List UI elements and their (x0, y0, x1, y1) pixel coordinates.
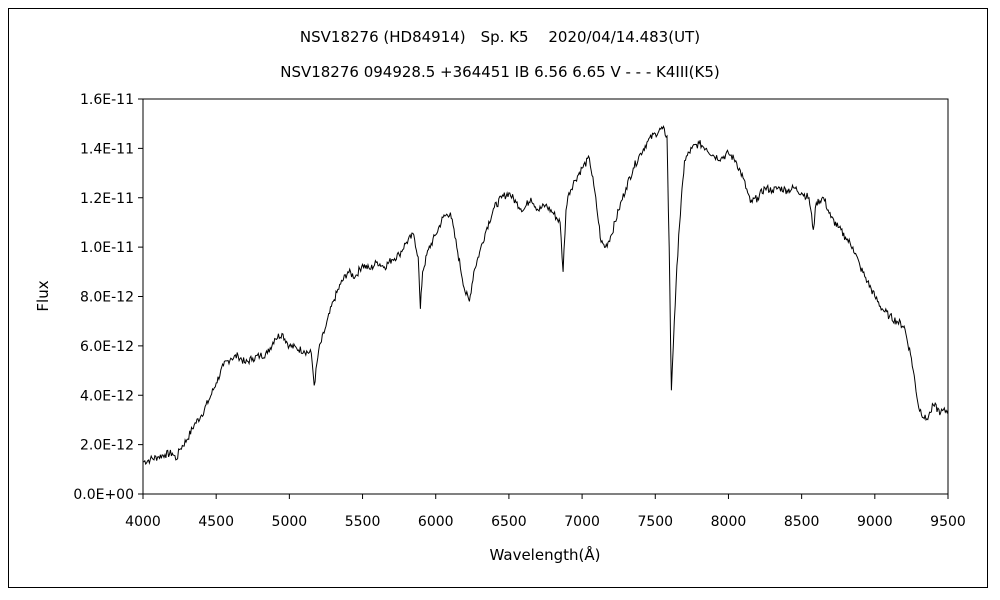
x-tick-label: 6500 (491, 514, 527, 530)
y-axis: 0.0E+00 2.0E-12 4.0E-12 6.0E-12 8.0E-12 1.0E-… (73, 92, 143, 503)
chart-title: NSV18276 (HD84914) Sp. K5 2020/04/14.483… (300, 28, 700, 46)
x-tick-label: 8500 (784, 514, 820, 530)
x-axis-label: Wavelength(Å) (490, 545, 601, 564)
x-tick-label: 7500 (637, 514, 673, 530)
y-tick-label: 4.0E-12 (80, 388, 134, 404)
x-tick-label: 5500 (345, 514, 381, 530)
y-tick-label: 1.4E-11 (80, 141, 134, 157)
x-tick-label: 6000 (418, 514, 454, 530)
x-tick-label: 9500 (930, 514, 966, 530)
x-tick-label: 7000 (564, 514, 600, 530)
spectrum-line (142, 125, 949, 466)
y-tick-label: 6.0E-12 (80, 339, 134, 355)
y-tick-label: 8.0E-12 (80, 290, 134, 306)
chart-subtitle: NSV18276 094928.5 +364451 IB 6.56 6.65 V… (280, 63, 720, 81)
x-tick-label: 5000 (272, 514, 308, 530)
x-tick-label: 8000 (711, 514, 747, 530)
x-tick-label: 9000 (857, 514, 893, 530)
chart-frame (8, 8, 988, 588)
x-tick-label: 4500 (198, 514, 234, 530)
y-tick-label: 2.0E-12 (80, 438, 134, 454)
y-tick-label: 1.2E-11 (80, 191, 134, 207)
x-tick-label: 4000 (125, 514, 161, 530)
y-tick-label: 1.6E-11 (80, 92, 134, 108)
y-axis-label: Flux (34, 280, 52, 311)
y-tick-label: 1.0E-11 (80, 240, 134, 256)
x-axis: 4000 4500 5000 5500 6000 6500 7000 7500 8000 8500… (125, 494, 966, 530)
y-tick-label: 0.0E+00 (73, 487, 134, 503)
plot-area (142, 98, 949, 495)
